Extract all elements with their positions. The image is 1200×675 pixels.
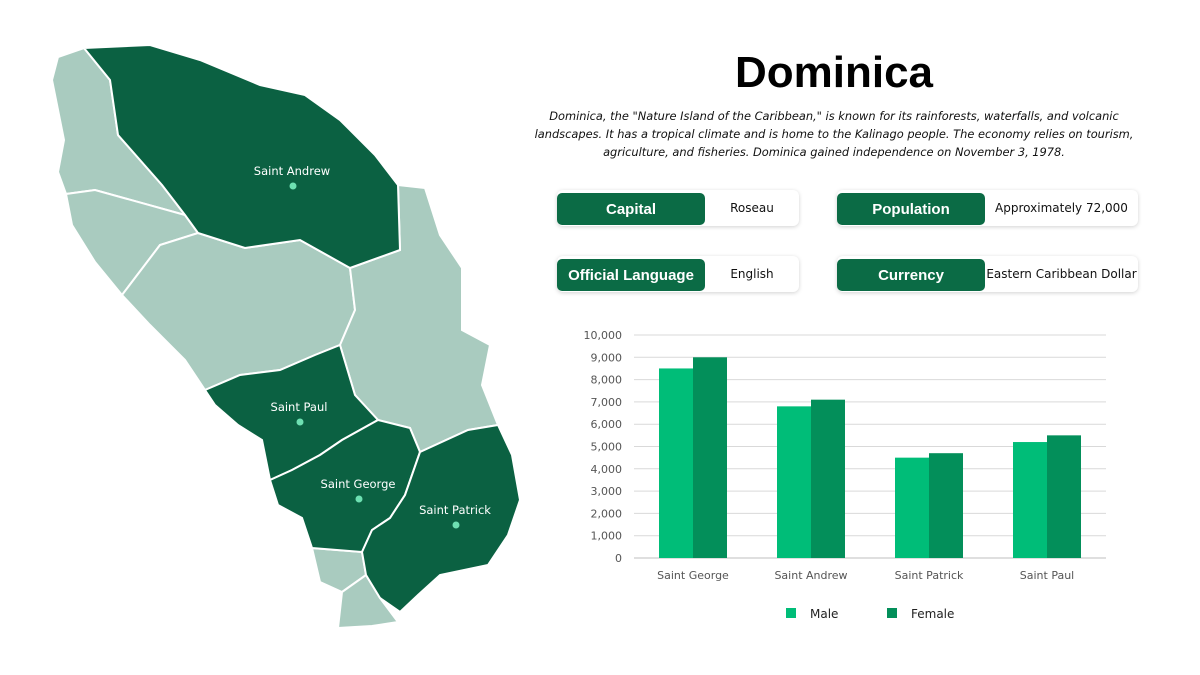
bar-male	[659, 368, 693, 558]
y-tick-label: 4,000	[591, 463, 623, 476]
map-label-saint-patrick: Saint Patrick	[419, 503, 491, 517]
bar-female	[1047, 435, 1081, 558]
legend-label: Female	[911, 607, 954, 621]
y-tick-label: 3,000	[591, 485, 623, 498]
x-tick-label: Saint George	[657, 569, 729, 582]
currency-label: Currency	[837, 259, 985, 291]
x-tick-label: Saint Andrew	[774, 569, 847, 582]
y-tick-label: 0	[615, 552, 622, 565]
bar-male	[777, 406, 811, 558]
bar-female	[693, 357, 727, 558]
population-bar-chart: 0 1,000 2,000 3,000 4,000 5,000 6,000 7,000 8,00…	[584, 329, 1106, 621]
map-label-saint-andrew: Saint Andrew	[254, 164, 330, 178]
y-tick-label: 8,000	[591, 374, 623, 387]
page-description: Dominica, the "Nature Island of the Cari…	[534, 109, 1134, 159]
map-marker-saint-patrick	[452, 521, 460, 529]
capital-value: Roseau	[730, 201, 774, 215]
legend-swatch	[786, 608, 796, 618]
population-value: Approximately 72,000	[995, 201, 1128, 215]
dominica-map: Saint Andrew Saint Paul Saint George Sai…	[50, 43, 522, 630]
currency-card: Currency Eastern Caribbean Dollar	[837, 256, 1138, 292]
language-label: Official Language	[557, 259, 705, 291]
region-saint-andrew	[81, 43, 402, 270]
legend-swatch	[887, 608, 897, 618]
y-tick-label: 5,000	[591, 441, 623, 454]
population-card: Population Approximately 72,000	[837, 190, 1138, 226]
region-saint-patrick	[360, 423, 522, 614]
page-title: Dominica	[734, 48, 934, 97]
currency-value: Eastern Caribbean Dollar	[986, 267, 1137, 281]
bar-male	[1013, 442, 1047, 558]
language-card: Official Language English	[557, 256, 799, 292]
x-tick-label: Saint Patrick	[895, 569, 964, 582]
legend-label: Male	[810, 607, 838, 621]
y-tick-label: 10,000	[584, 329, 623, 342]
y-tick-label: 2,000	[591, 507, 623, 520]
capital-card: Capital Roseau	[557, 190, 799, 226]
capital-label: Capital	[557, 193, 705, 225]
bar-female	[929, 453, 963, 558]
bar-female	[811, 399, 845, 558]
y-tick-label: 7,000	[591, 396, 623, 409]
map-marker-saint-george	[355, 495, 363, 503]
y-tick-label: 1,000	[591, 530, 623, 543]
map-label-saint-paul: Saint Paul	[271, 400, 328, 414]
map-marker-saint-andrew	[289, 182, 297, 190]
x-tick-label: Saint Paul	[1020, 569, 1074, 582]
y-tick-label: 9,000	[591, 351, 623, 364]
map-marker-saint-paul	[296, 418, 304, 426]
map-label-saint-george: Saint George	[321, 477, 396, 491]
language-value: English	[730, 267, 774, 281]
bar-male	[895, 457, 929, 558]
population-label: Population	[837, 193, 985, 225]
y-tick-label: 6,000	[591, 418, 623, 431]
